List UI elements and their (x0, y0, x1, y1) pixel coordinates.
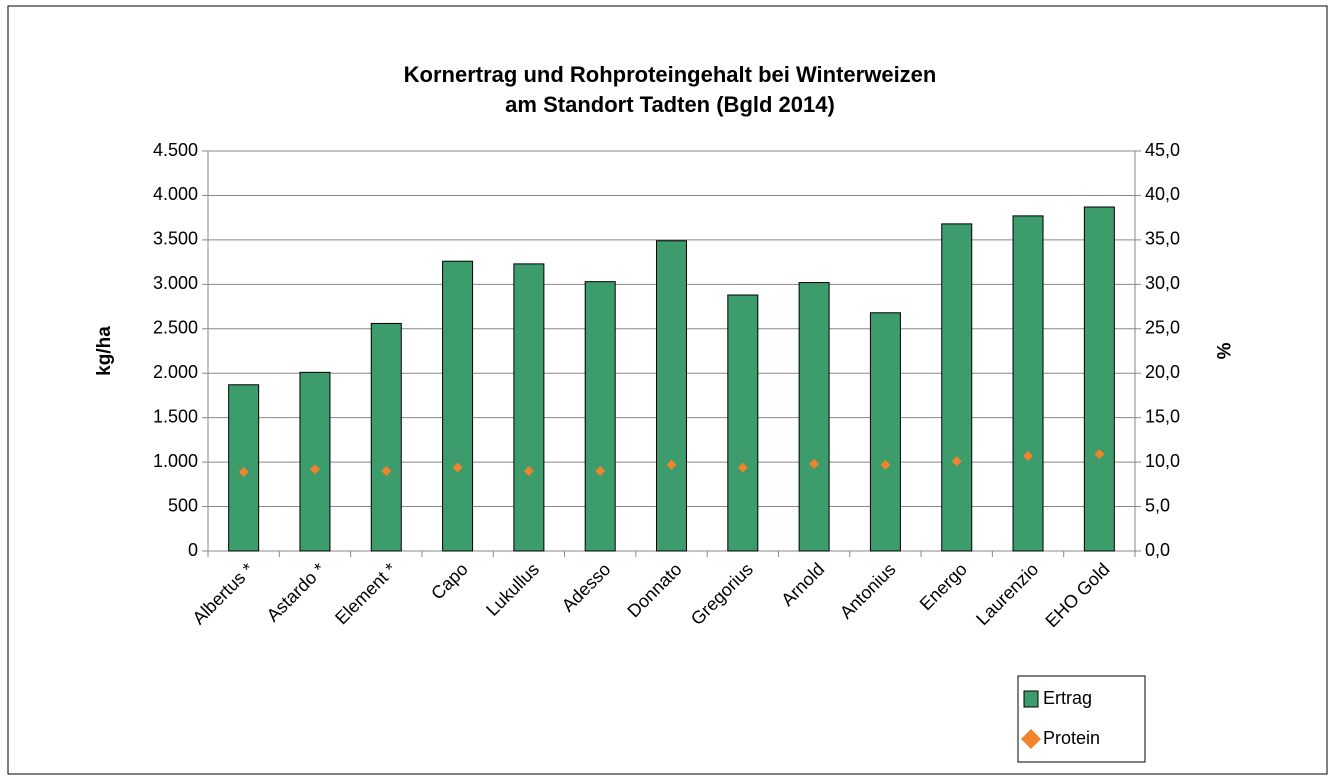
point (1023, 450, 1034, 461)
y-tick-label: 3.500 (153, 229, 198, 249)
y-tick-label: 2.000 (153, 362, 198, 382)
bar (584, 281, 616, 552)
point (238, 466, 249, 477)
legend (1017, 675, 1146, 763)
y2-tick-label: 0,0 (1145, 540, 1170, 560)
point (737, 462, 748, 473)
bar (370, 322, 402, 552)
y2-tick-label: 45,0 (1145, 140, 1180, 160)
bar (299, 371, 331, 552)
point (523, 466, 534, 476)
point (452, 462, 463, 473)
point (880, 459, 891, 470)
y-tick-label: 4.000 (153, 184, 198, 204)
y-tick-label: 0 (188, 540, 198, 560)
bar (798, 282, 830, 552)
y2-axis-title: % (1212, 343, 1233, 360)
bar (869, 312, 901, 552)
point (809, 458, 820, 469)
point (666, 459, 677, 470)
point (595, 466, 606, 476)
bar (941, 223, 973, 552)
legend-label: Protein (1043, 728, 1100, 748)
point (951, 456, 962, 467)
legend-swatch (1023, 690, 1039, 708)
y-tick-label: 1.000 (153, 451, 198, 471)
point (309, 464, 320, 475)
y2-tick-label: 35,0 (1145, 229, 1180, 249)
legend-label: Ertrag (1043, 688, 1092, 708)
chart-title: am Standort Tadten (Bgld 2014) (505, 92, 835, 117)
y-axis-title: kg/ha (94, 326, 115, 376)
bar (656, 240, 687, 552)
y-tick-label: 4.500 (153, 140, 198, 160)
y-tick-label: 2.500 (153, 318, 198, 338)
y-tick-label: 1.500 (153, 406, 198, 426)
y2-tick-label: 10,0 (1145, 451, 1180, 471)
y2-tick-label: 30,0 (1145, 273, 1180, 293)
chart-title: Kornertrag und Rohproteingehalt bei Wint… (404, 62, 937, 87)
y2-tick-label: 25,0 (1145, 318, 1180, 338)
bar (513, 263, 545, 552)
y-tick-label: 500 (168, 495, 198, 515)
y2-tick-label: 15,0 (1145, 406, 1180, 426)
point (1094, 449, 1105, 460)
point (381, 466, 392, 476)
bar (442, 260, 474, 552)
legend-swatch (1021, 729, 1041, 749)
bar (1083, 206, 1115, 552)
y2-tick-label: 5,0 (1145, 495, 1170, 515)
bar (727, 294, 759, 552)
y2-tick-label: 20,0 (1145, 362, 1180, 382)
y-tick-label: 3.000 (153, 273, 198, 293)
bar (1012, 215, 1044, 552)
y2-tick-label: 40,0 (1145, 184, 1180, 204)
